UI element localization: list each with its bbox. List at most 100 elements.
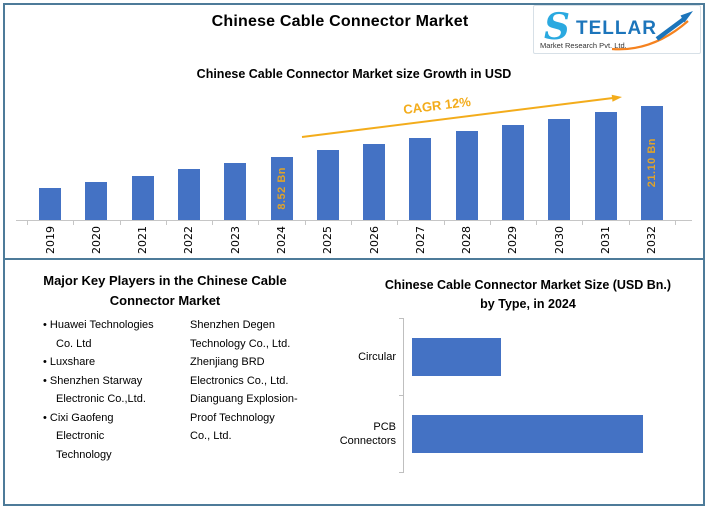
type-chart-row: Circular <box>330 318 680 396</box>
type-chart-title: Chinese Cable Connector Market Size (USD… <box>384 278 672 311</box>
x-axis-label-slot: 2025 <box>305 226 351 260</box>
logo-brand-rest: TELLAR <box>576 18 657 39</box>
key-player-item: Dianguang Explosion-Proof Technology Co.… <box>190 393 298 442</box>
x-axis-tick <box>259 220 306 225</box>
growth-bar-2021 <box>131 175 154 220</box>
key-players-heading: Major Key Players in the Chinese Cable C… <box>43 273 287 308</box>
growth-bar-2030 <box>548 118 571 220</box>
type-category-label: Circular <box>358 350 396 363</box>
x-axis-label-slot: 2021 <box>120 226 166 260</box>
stellar-logo-graphic: S TELLAR Market Research Pvt. Ltd. <box>540 6 693 51</box>
bar-value-label: 8.52 Bn <box>275 167 288 210</box>
type-bar-track <box>412 415 652 454</box>
x-axis-label: 2025 <box>321 226 335 254</box>
growth-bar-slot <box>444 106 490 220</box>
x-axis-label-slot: 2029 <box>490 226 536 260</box>
logo-arrow-head-icon <box>680 11 693 23</box>
x-axis-label-slot: 2027 <box>397 226 443 260</box>
page-title: Chinese Cable Connector Market <box>211 13 469 30</box>
key-player-item: Shenzhen Starway Electronic Co.,Ltd. <box>28 372 158 409</box>
growth-bar-slot <box>305 106 351 220</box>
type-chart-row: PCB Connectors <box>330 396 680 474</box>
x-axis-tick <box>537 220 584 225</box>
x-axis-tick <box>74 220 121 225</box>
x-axis-labels: 2019 2020 2021 2022 2023 2024 2025 2026 2027 2028… <box>27 226 675 260</box>
cagr-trend-arrow-icon <box>301 94 622 138</box>
growth-bar-slot <box>212 106 258 220</box>
type-bar-pcb-connectors <box>412 415 643 454</box>
logo-tagline: Market Research Pvt. Ltd. <box>540 41 627 50</box>
key-players-column-1: Huawei Technologies Co. LtdLuxshareShenz… <box>28 316 158 464</box>
key-player-item: Huawei Technologies Co. Ltd <box>28 316 158 353</box>
x-axis-tick <box>28 220 75 225</box>
x-axis-label: 2031 <box>599 226 613 254</box>
growth-bar-2024: 8.52 Bn <box>270 157 293 220</box>
axis-tick <box>399 318 404 319</box>
bar-value-label: 21.10 Bn <box>645 138 658 188</box>
x-axis-label-slot: 2019 <box>27 226 73 260</box>
growth-bar-slot <box>397 106 443 220</box>
key-player-item: Cixi Gaofeng Electronic Technology <box>28 409 158 465</box>
type-chart-rows: Circular PCB Connectors <box>330 318 680 473</box>
type-chart-axis-line <box>399 318 404 473</box>
x-axis-label: 2032 <box>645 226 659 254</box>
x-axis-label: 2028 <box>460 226 474 254</box>
x-axis-label: 2020 <box>89 226 103 254</box>
x-axis-tick <box>213 220 260 225</box>
x-axis-label-slot: 2023 <box>212 226 258 260</box>
growth-bar-2026 <box>363 143 386 220</box>
logo-arrow-shaft <box>655 17 686 41</box>
growth-bar-slot <box>166 106 212 220</box>
x-axis-line <box>16 220 692 221</box>
growth-bar-slot <box>73 106 119 220</box>
x-axis-tick <box>352 220 399 225</box>
logo-brand-initial: S <box>544 6 570 48</box>
growth-bar-2019 <box>39 188 62 220</box>
x-axis-ticks <box>27 220 676 225</box>
growth-bar-2027 <box>409 137 432 220</box>
key-player-item: Zhenjiang BRD Electronics Co., Ltd. <box>190 356 289 387</box>
growth-bar-slot <box>351 106 397 220</box>
type-bar-circular <box>412 337 501 376</box>
x-axis-tick <box>121 220 167 225</box>
key-player-item: Luxshare <box>28 353 158 372</box>
type-bar-track <box>412 337 652 376</box>
x-axis-label-slot: 2022 <box>166 226 212 260</box>
x-axis-label: 2019 <box>43 226 57 254</box>
x-axis-label-slot: 2032 <box>629 226 675 260</box>
growth-bar-2031 <box>594 111 617 220</box>
growth-bar-slot: 21.10 Bn <box>629 106 675 220</box>
growth-bar-2020 <box>85 182 108 220</box>
axis-tick <box>399 395 404 396</box>
growth-bar-2023 <box>224 163 247 220</box>
section-divider <box>5 258 703 260</box>
growth-bar-slot <box>27 106 73 220</box>
x-axis-label: 2026 <box>367 226 381 254</box>
x-axis-tick <box>491 220 538 225</box>
growth-bar-2029 <box>501 125 524 220</box>
x-axis-label-slot: 2030 <box>536 226 582 260</box>
x-axis-label-slot: 2020 <box>73 226 119 260</box>
x-axis-label: 2022 <box>182 226 196 254</box>
stellar-logo: S TELLAR Market Research Pvt. Ltd. <box>533 5 701 54</box>
x-axis-tick <box>445 220 491 225</box>
growth-bar-2028 <box>455 131 478 220</box>
x-axis-label: 2030 <box>552 226 566 254</box>
x-axis-label-slot: 2026 <box>351 226 397 260</box>
growth-bar-2022 <box>177 168 200 220</box>
logo-orange-swoosh <box>611 20 689 51</box>
type-category-label: PCB Connectors <box>339 421 396 448</box>
x-axis-tick <box>167 220 214 225</box>
growth-bar-slot <box>490 106 536 220</box>
growth-chart-bars: 8.52 Bn 21.10 Bn <box>27 106 675 220</box>
growth-bar-2025 <box>316 150 339 220</box>
x-axis-tick <box>630 220 676 225</box>
growth-bar-slot <box>582 106 628 220</box>
x-axis-tick <box>398 220 445 225</box>
x-axis-label: 2023 <box>228 226 242 254</box>
x-axis-label-slot: 2031 <box>582 226 628 260</box>
x-axis-label: 2024 <box>275 226 289 254</box>
x-axis-tick <box>306 220 352 225</box>
growth-bar-slot <box>120 106 166 220</box>
